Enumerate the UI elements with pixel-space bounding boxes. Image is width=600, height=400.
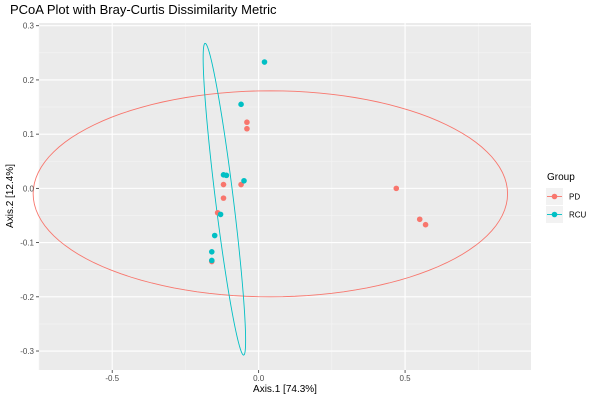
y-tick-label: 0.0: [23, 184, 35, 193]
y-axis-ticks: -0.3 -0.2 -0.1 0.0 0.1 0.2 0.3: [20, 22, 39, 356]
legend: Group PD RCU: [546, 172, 587, 223]
x-axis-title: Axis.1 [74.3%]: [253, 384, 317, 395]
point-rcu: [261, 59, 268, 65]
x-tick-label: 0.0: [253, 374, 265, 383]
point-pd: [422, 221, 429, 228]
ellipse-pd: [32, 90, 509, 298]
y-axis-title: Axis.2 [12.4%]: [5, 164, 16, 228]
y-tick-label: -0.1: [20, 239, 34, 248]
legend-label-rcu: RCU: [569, 211, 587, 220]
y-tick-label: 0.2: [23, 76, 35, 85]
legend-label-pd: PD: [569, 193, 580, 202]
legend-key-point: [551, 193, 558, 200]
point-rcu: [208, 257, 215, 264]
point-pd: [220, 195, 227, 201]
point-pd: [244, 119, 250, 126]
point-pd: [220, 181, 227, 188]
legend-title: Group: [547, 172, 575, 183]
y-tick-label: 0.3: [23, 22, 35, 31]
x-axis-ticks: -0.5 0.0 0.5: [105, 370, 411, 383]
major-grid: [39, 23, 531, 370]
x-tick-label: -0.5: [105, 374, 119, 383]
ellipses: [32, 42, 509, 356]
points: [208, 59, 429, 265]
x-tick-label: 0.5: [400, 374, 412, 383]
point-pd: [244, 125, 250, 132]
legend-key-point: [551, 211, 558, 218]
y-tick-label: -0.2: [20, 293, 34, 302]
point-rcu: [241, 177, 247, 184]
point-pd: [393, 185, 400, 192]
point-rcu: [223, 172, 230, 179]
point-rcu: [238, 101, 244, 108]
y-tick-label: -0.3: [20, 347, 34, 356]
legend-keys: PD RCU: [546, 188, 587, 223]
point-pd: [416, 216, 423, 223]
ellipse-rcu: [202, 42, 247, 356]
minor-grid: [38, 23, 531, 370]
point-pd: [238, 181, 244, 188]
y-tick-label: 0.1: [23, 130, 35, 139]
plot-panel: [39, 23, 531, 370]
point-rcu: [208, 249, 215, 255]
chart-title: PCoA Plot with Bray-Curtis Dissimilarity…: [10, 2, 277, 17]
point-rcu: [211, 232, 218, 239]
point-rcu: [217, 211, 224, 218]
